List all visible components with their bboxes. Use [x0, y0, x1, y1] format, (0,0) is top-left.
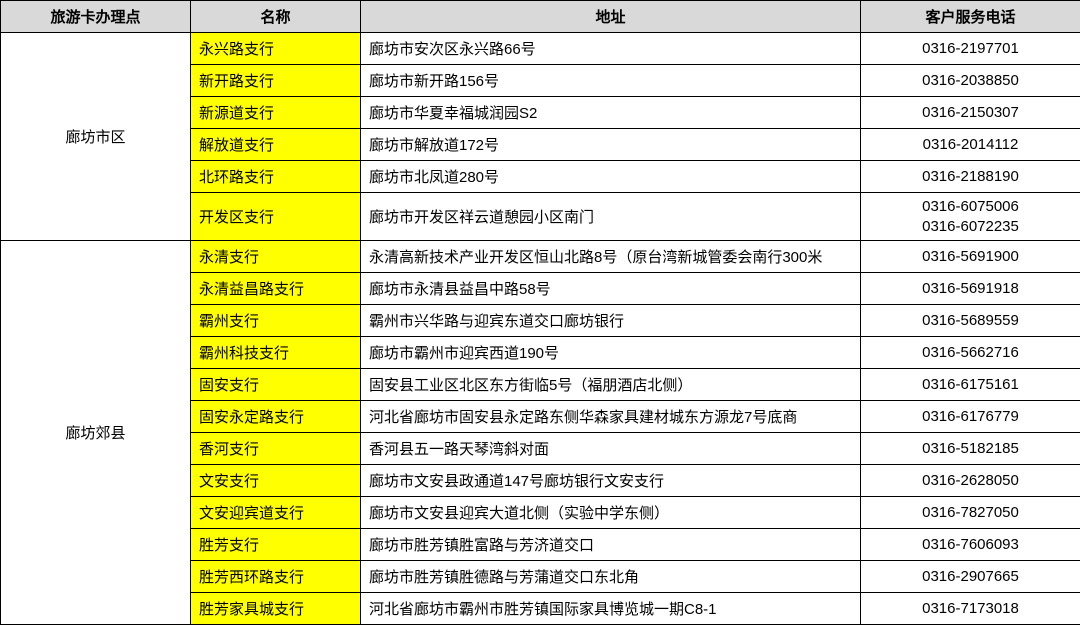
branch-address: 河北省廊坊市固安县永定路东侧华森家具建材城东方源龙7号底商 — [361, 401, 861, 433]
branch-phone: 0316-2628050 — [861, 465, 1080, 497]
branch-name: 永清支行 — [191, 241, 361, 273]
branch-name: 永兴路支行 — [191, 33, 361, 65]
branch-phone: 0316-7173018 — [861, 593, 1080, 625]
branch-address: 廊坊市文安县政通道147号廊坊银行文安支行 — [361, 465, 861, 497]
branch-phone: 0316-2150307 — [861, 97, 1080, 129]
branch-address: 河北省廊坊市霸州市胜芳镇国际家具博览城一期C8-1 — [361, 593, 861, 625]
header-name: 名称 — [191, 1, 361, 33]
branch-phone: 0316-6176779 — [861, 401, 1080, 433]
branch-name: 文安迎宾道支行 — [191, 497, 361, 529]
branch-phone: 0316-5691900 — [861, 241, 1080, 273]
branch-phone: 0316-2197701 — [861, 33, 1080, 65]
branch-name: 永清益昌路支行 — [191, 273, 361, 305]
branch-name: 新开路支行 — [191, 65, 361, 97]
branch-phone: 0316-6075006 0316-6072235 — [861, 193, 1080, 241]
branch-address: 廊坊市永清县益昌中路58号 — [361, 273, 861, 305]
region-cell: 廊坊郊县 — [1, 241, 191, 625]
branch-name: 开发区支行 — [191, 193, 361, 241]
branch-name: 胜芳西环路支行 — [191, 561, 361, 593]
branch-phone: 0316-5691918 — [861, 273, 1080, 305]
branch-address: 霸州市兴华路与迎宾东道交口廊坊银行 — [361, 305, 861, 337]
table-row: 廊坊市区永兴路支行廊坊市安次区永兴路66号0316-2197701 — [1, 33, 1080, 65]
branch-address: 廊坊市解放道172号 — [361, 129, 861, 161]
header-phone: 客户服务电话 — [861, 1, 1080, 33]
branch-phone: 0316-5662716 — [861, 337, 1080, 369]
branch-phone: 0316-2014112 — [861, 129, 1080, 161]
branch-address: 廊坊市北凤道280号 — [361, 161, 861, 193]
branch-phone: 0316-5689559 — [861, 305, 1080, 337]
branch-address: 廊坊市胜芳镇胜德路与芳蒲道交口东北角 — [361, 561, 861, 593]
branch-name: 霸州科技支行 — [191, 337, 361, 369]
branch-name: 霸州支行 — [191, 305, 361, 337]
branch-phone: 0316-2038850 — [861, 65, 1080, 97]
branch-address: 廊坊市霸州市迎宾西道190号 — [361, 337, 861, 369]
branch-phone: 0316-2188190 — [861, 161, 1080, 193]
branch-phone: 0316-7827050 — [861, 497, 1080, 529]
branch-table: 旅游卡办理点 名称 地址 客户服务电话 廊坊市区永兴路支行廊坊市安次区永兴路66… — [0, 0, 1080, 625]
header-region: 旅游卡办理点 — [1, 1, 191, 33]
branch-name: 胜芳支行 — [191, 529, 361, 561]
branch-name: 文安支行 — [191, 465, 361, 497]
branch-name: 固安支行 — [191, 369, 361, 401]
branch-address: 香河县五一路天琴湾斜对面 — [361, 433, 861, 465]
branch-address: 廊坊市开发区祥云道憩园小区南门 — [361, 193, 861, 241]
branch-address: 永清高新技术产业开发区恒山北路8号（原台湾新城管委会南行300米 — [361, 241, 861, 273]
branch-name: 新源道支行 — [191, 97, 361, 129]
branch-phone: 0316-5182185 — [861, 433, 1080, 465]
branch-address: 廊坊市安次区永兴路66号 — [361, 33, 861, 65]
region-cell: 廊坊市区 — [1, 33, 191, 241]
branch-name: 香河支行 — [191, 433, 361, 465]
branch-address: 廊坊市胜芳镇胜富路与芳济道交口 — [361, 529, 861, 561]
branch-phone: 0316-7606093 — [861, 529, 1080, 561]
branch-name: 固安永定路支行 — [191, 401, 361, 433]
branch-address: 廊坊市华夏幸福城润园S2 — [361, 97, 861, 129]
branch-name: 胜芳家具城支行 — [191, 593, 361, 625]
branch-phone: 0316-6175161 — [861, 369, 1080, 401]
branch-phone: 0316-2907665 — [861, 561, 1080, 593]
branch-name: 解放道支行 — [191, 129, 361, 161]
header-address: 地址 — [361, 1, 861, 33]
branch-address: 固安县工业区北区东方街临5号（福朋酒店北侧） — [361, 369, 861, 401]
header-row: 旅游卡办理点 名称 地址 客户服务电话 — [1, 1, 1080, 33]
branch-address: 廊坊市新开路156号 — [361, 65, 861, 97]
branch-address: 廊坊市文安县迎宾大道北侧（实验中学东侧） — [361, 497, 861, 529]
branch-name: 北环路支行 — [191, 161, 361, 193]
table-row: 廊坊郊县永清支行永清高新技术产业开发区恒山北路8号（原台湾新城管委会南行300米… — [1, 241, 1080, 273]
